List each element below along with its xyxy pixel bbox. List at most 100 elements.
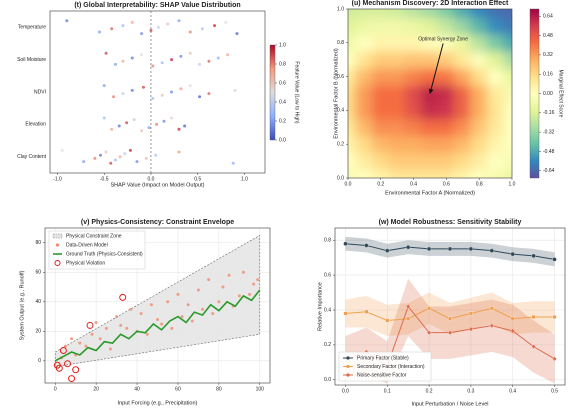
shap-point [132, 118, 136, 122]
heatmap-cell [421, 16, 439, 35]
shap-point [160, 61, 164, 65]
heatmap-cell [503, 101, 512, 120]
shap-point [233, 88, 237, 92]
heatmap-cell [404, 135, 423, 154]
legend-label: Physical Constraint Zone [66, 233, 122, 239]
marker [427, 306, 432, 311]
shap-point [135, 160, 139, 164]
heatmap-cell [503, 84, 512, 103]
heatmap-cell [437, 135, 456, 154]
y-axis-label: Environmental Factor B (Normalized) [333, 48, 339, 139]
shap-point [156, 25, 160, 29]
shap-point [162, 119, 166, 123]
shap-point [112, 95, 116, 99]
x-tick-label: 100 [256, 386, 265, 392]
model-point [119, 323, 123, 327]
shap-point [113, 158, 117, 162]
violation-point [64, 360, 71, 368]
shap-point [121, 59, 125, 63]
shap-point [188, 84, 192, 88]
colorbar-tick-label: 1.0 [279, 42, 286, 48]
heatmap-cell [404, 84, 423, 103]
heatmap-cell [503, 33, 512, 52]
x-tick-label: 0.2 [426, 388, 433, 394]
heatmap-cell [503, 152, 512, 171]
model-point [211, 312, 215, 316]
marker [489, 306, 494, 311]
x-tick-label: 0.4 [509, 388, 516, 394]
shap-point [154, 153, 158, 157]
model-point [115, 315, 119, 319]
shap-point [121, 92, 125, 96]
shap-point [170, 58, 174, 62]
model-point [160, 322, 164, 326]
x-tick-label: 80 [216, 386, 222, 392]
heatmap-cells [348, 9, 512, 178]
heatmap-cell [388, 16, 406, 35]
x-tick-label: 0.5 [551, 388, 558, 394]
model-point [139, 312, 143, 316]
violation-point [68, 375, 76, 383]
heatmap-cell [503, 16, 512, 35]
chart-title: (t) Global Interpretability: SHAP Value … [74, 2, 240, 9]
y-tick-label: 1.0 [337, 6, 344, 12]
x-tick-label: 0.5 [194, 176, 201, 182]
model-point [70, 337, 74, 341]
shap-point [140, 53, 144, 57]
heatmap-cell [437, 50, 456, 69]
marker [406, 316, 411, 321]
heatmap-cell [404, 169, 423, 178]
model-point [221, 285, 225, 289]
shap-point [98, 30, 102, 34]
marker [447, 246, 453, 252]
legend-label: Secondary Factor (Interaction) [357, 364, 425, 370]
colorbar-tick-label: 0.16 [543, 72, 553, 78]
shap-point [102, 116, 106, 120]
heatmap-cell [503, 169, 512, 178]
heatmap-cell [355, 16, 374, 35]
x-tick-label: 20 [93, 386, 99, 392]
shap-point [82, 160, 86, 164]
shap-point [117, 124, 121, 128]
model-point [108, 347, 112, 351]
marker [510, 316, 515, 321]
model-point [176, 292, 180, 296]
legend-label: Physical Violation [66, 260, 105, 266]
x-tick-label: 0.8 [476, 181, 483, 187]
heatmap-cell [470, 50, 488, 69]
shap-point [140, 32, 144, 36]
heatmap-cell [404, 101, 423, 120]
marker [468, 246, 474, 252]
violation-point [55, 364, 63, 372]
shap-point [177, 150, 181, 154]
model-point [125, 326, 129, 330]
x-tick-label: 0.0 [147, 176, 154, 182]
shap-point [198, 95, 202, 99]
colorbar-tick-label: -0.32 [543, 129, 555, 135]
colorbar-tick-label: 0.6 [279, 80, 286, 86]
shap-point [151, 96, 155, 100]
heatmap-cell [404, 118, 423, 137]
heatmap-cell [348, 50, 357, 69]
marker [364, 243, 369, 248]
chart-title: (w) Model Robustness: Sensitivity Stabil… [379, 219, 522, 226]
model-point [256, 278, 260, 282]
marker [405, 303, 411, 310]
model-point [252, 282, 256, 286]
heatmap-cell [372, 33, 390, 52]
heatmap-cell [503, 50, 512, 69]
heatmap-cell [355, 169, 374, 178]
marker [510, 328, 515, 334]
heatmap-cell [486, 118, 505, 137]
y-tick-label: 0.6 [337, 74, 344, 80]
shap-point [207, 92, 211, 96]
model-point [217, 300, 221, 304]
x-tick-label: 1.0 [241, 176, 248, 182]
colorbar-tick-label: 0.4 [279, 99, 286, 105]
model-point [196, 288, 200, 292]
shap-point [207, 59, 211, 63]
heatmap-cell [470, 152, 488, 171]
marker [468, 326, 474, 332]
heatmap-cell [503, 9, 512, 18]
heatmap-cell [454, 67, 472, 86]
